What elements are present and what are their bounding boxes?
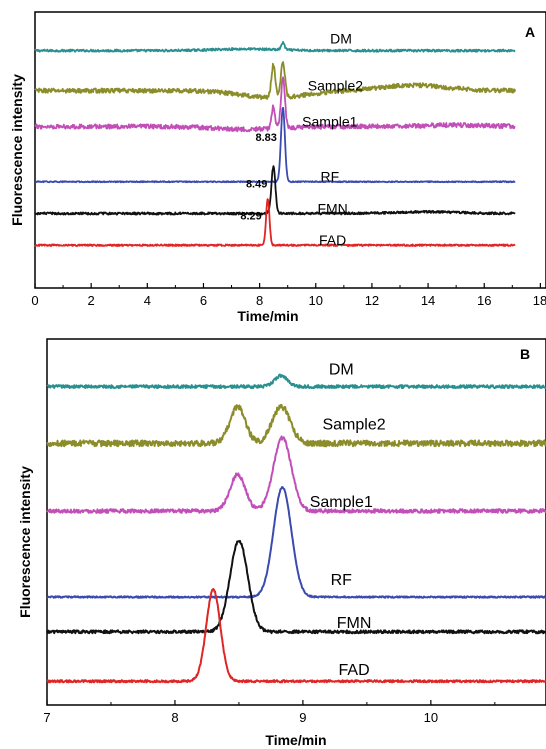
panel-a-frame	[34, 11, 546, 289]
panel-b-ylabel: Fluorescence intensity	[17, 466, 33, 618]
panel-b-x-tick-label: 8	[171, 710, 178, 725]
panel-a-series-label-fmn: FMN	[317, 200, 347, 216]
panel-b-x-tick-label: 7	[43, 710, 50, 725]
panel-b-trace-rf	[46, 486, 546, 599]
panel-a-series-label-dm: DM	[330, 31, 352, 47]
panel-b-trace-dm	[46, 373, 546, 390]
panel-a-x-tick-label: 10	[309, 293, 323, 308]
panel-b-x-tick-label: 9	[299, 710, 306, 725]
panel-a-x-tick-label: 18	[533, 293, 546, 308]
panel-a-x-tick-label: 2	[88, 293, 95, 308]
panel-b-trace-fmn	[46, 539, 546, 635]
panel-a-x-tick-label: 8	[256, 293, 263, 308]
panel-b-label: B	[520, 346, 530, 362]
panel-b-series-label-rf: RF	[331, 572, 353, 589]
panel-a-x-axis: 0 2 4 6 8 10 12 14 16 18	[31, 283, 546, 308]
panel-b-trace-sample1	[46, 435, 546, 514]
panel-b-frame	[46, 338, 546, 706]
panel-b-trace-fad	[46, 588, 546, 684]
panel-a-x-tick-label: 16	[477, 293, 491, 308]
panel-a-series-label-rf: RF	[320, 169, 339, 185]
panel-b-trace-sample2	[46, 403, 546, 448]
panel-a-annotation-8-83: 8.83	[255, 132, 276, 144]
panel-a: A Fluorescence intensity Time/min 0 2 4 6 8 1…	[9, 11, 546, 324]
panel-a-trace-fad	[34, 198, 516, 247]
panel-b: B Fluorescence intensity Time/min 7 8 9 10 …	[17, 338, 546, 748]
panel-a-series-labels: DM Sample2 Sample1 RF FMN FAD	[302, 31, 363, 249]
panel-b-series-label-fad: FAD	[339, 662, 370, 679]
panel-a-series-label-fad: FAD	[319, 232, 346, 248]
panel-a-annotation-8-49: 8.49	[246, 179, 267, 191]
panel-a-peak-annotations: 8.83 8.49 8.29	[240, 132, 277, 223]
panel-a-trace-dm	[34, 40, 516, 53]
panel-a-trace-sample1	[34, 76, 516, 133]
panel-a-trace-sample2	[34, 61, 516, 101]
panel-a-x-tick-label: 0	[31, 293, 38, 308]
panel-b-series-label-sample1: Sample1	[310, 494, 373, 511]
panel-b-series-label-dm: DM	[329, 362, 354, 379]
panel-b-series-label-sample2: Sample2	[322, 416, 385, 433]
panel-a-trace-fmn	[34, 165, 516, 216]
panel-a-traces	[34, 40, 516, 247]
panel-b-series-label-fmn: FMN	[337, 615, 372, 632]
panel-a-x-tick-label: 4	[144, 293, 151, 308]
panel-a-ylabel: Fluorescence intensity	[9, 74, 25, 226]
panel-a-series-label-sample1: Sample1	[302, 114, 357, 130]
panel-a-x-tick-label: 12	[365, 293, 379, 308]
panel-a-label: A	[525, 24, 535, 40]
panel-b-xlabel: Time/min	[265, 732, 326, 748]
panel-a-x-tick-label: 14	[421, 293, 435, 308]
panel-b-x-tick-label: 10	[424, 710, 438, 725]
panel-a-xlabel: Time/min	[237, 308, 298, 324]
panel-b-series-labels: DM Sample2 Sample1 RF FMN FAD	[310, 362, 386, 680]
panel-b-traces	[46, 373, 546, 684]
panel-b-x-axis: 7 8 9 10	[43, 700, 496, 725]
panel-a-annotation-8-29: 8.29	[240, 210, 261, 222]
panel-a-series-label-sample2: Sample2	[308, 78, 363, 94]
panel-a-x-tick-label: 6	[200, 293, 207, 308]
